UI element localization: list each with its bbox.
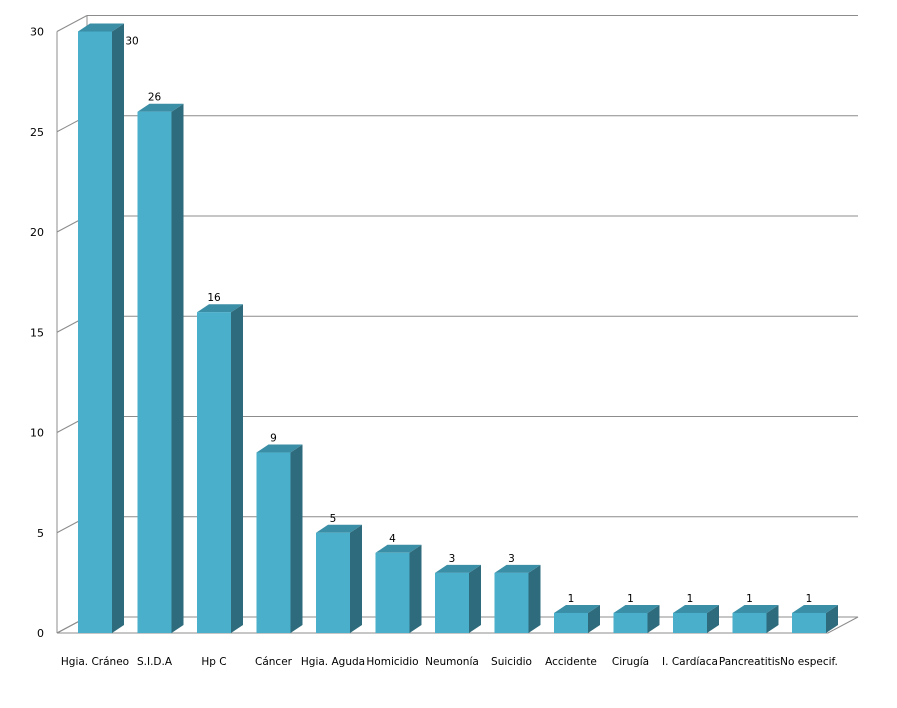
y-tick-label: 15 xyxy=(30,326,44,339)
bar-side xyxy=(290,444,303,633)
bar-side xyxy=(528,564,541,633)
bar xyxy=(137,103,184,633)
bar xyxy=(494,564,541,633)
bar-side xyxy=(171,103,184,633)
bar-side xyxy=(707,604,719,633)
bar-front xyxy=(732,612,767,633)
data-label: 4 xyxy=(389,533,396,545)
x-category-label: Cáncer xyxy=(255,656,293,668)
data-label: 9 xyxy=(270,433,277,445)
bar-front xyxy=(197,312,231,633)
bar-top xyxy=(78,23,124,32)
y-tick-label: 5 xyxy=(37,527,44,540)
bar-top xyxy=(792,604,838,613)
x-category-label: I. Cardíaca xyxy=(662,656,718,668)
bar xyxy=(435,564,481,633)
x-category-label: Hgia. Aguda xyxy=(301,656,365,668)
gridline-connector xyxy=(56,15,88,32)
bar xyxy=(78,23,124,633)
bar xyxy=(554,604,600,633)
bar-top xyxy=(256,444,303,453)
x-category-label: Suicidio xyxy=(491,656,532,668)
x-category-label: S.I.D.A xyxy=(137,656,173,668)
data-label: 1 xyxy=(627,593,634,605)
bar xyxy=(792,604,838,633)
bar-front xyxy=(494,572,529,633)
data-labels: 30 26 16 9 5 4 3 3 1 1 1 1 1 xyxy=(125,36,812,605)
bar xyxy=(375,544,422,633)
bar-top xyxy=(137,103,184,112)
y-tick-label: 20 xyxy=(30,226,44,239)
x-category-label: Homicidio xyxy=(366,656,418,668)
data-label: 16 xyxy=(207,292,221,304)
bar-front xyxy=(375,552,410,633)
data-label: 3 xyxy=(449,553,456,565)
bar-front xyxy=(256,452,291,633)
bar-top xyxy=(375,544,422,553)
x-category-label: Hgia. Cráneo xyxy=(61,656,129,668)
bar-top xyxy=(613,604,660,613)
bar-top xyxy=(554,604,600,613)
data-label: 26 xyxy=(148,92,162,104)
bar-top xyxy=(732,604,779,613)
bar-side xyxy=(112,23,124,633)
x-category-label: Pancreatitis xyxy=(719,656,780,668)
bar xyxy=(256,444,303,633)
bar-side xyxy=(588,604,600,633)
bar-side xyxy=(350,524,362,633)
x-category-label: Hp C xyxy=(201,656,226,668)
bar-side xyxy=(766,604,779,633)
y-tick-label: 0 xyxy=(37,627,44,640)
bar xyxy=(197,304,243,633)
y-tick-label: 25 xyxy=(30,126,44,139)
bar-side xyxy=(469,564,481,633)
bar-front xyxy=(78,31,112,633)
x-category-label: No especif. xyxy=(780,656,838,668)
bar-front xyxy=(435,572,469,633)
bar-top xyxy=(673,604,719,613)
y-axis-ticks: 0 5 10 15 20 25 30 xyxy=(30,26,44,641)
y-tick-label: 30 xyxy=(30,26,44,39)
bar-front xyxy=(554,612,588,633)
x-category-label: Cirugía xyxy=(612,656,649,668)
bar-front xyxy=(613,612,648,633)
bar xyxy=(673,604,719,633)
x-category-label: Neumonía xyxy=(425,656,479,668)
bar-top xyxy=(435,564,481,573)
bar-top xyxy=(197,304,243,313)
x-axis-categories: Hgia. Cráneo S.I.D.A Hp C Cáncer Hgia. Aguda… xyxy=(61,656,838,668)
bar-front xyxy=(673,612,707,633)
x-category-label: Accidente xyxy=(545,656,597,668)
data-label: 3 xyxy=(508,553,515,565)
bar-front xyxy=(316,532,350,633)
bars xyxy=(78,23,838,633)
bar-front xyxy=(137,111,172,633)
data-label: 1 xyxy=(746,593,753,605)
data-label: 30 xyxy=(125,36,138,48)
bar-side xyxy=(409,544,422,633)
bar xyxy=(613,604,660,633)
data-label: 5 xyxy=(330,513,337,525)
data-label: 1 xyxy=(806,593,813,605)
data-label: 1 xyxy=(568,593,575,605)
bar-side xyxy=(826,604,838,633)
bar-side xyxy=(231,304,243,633)
bar-side xyxy=(647,604,660,633)
y-tick-label: 10 xyxy=(30,427,44,440)
bar xyxy=(316,524,362,633)
data-label: 1 xyxy=(687,593,694,605)
bar-front xyxy=(792,612,826,633)
bar-top xyxy=(316,524,362,533)
bar-top xyxy=(494,564,541,573)
bar xyxy=(732,604,779,633)
